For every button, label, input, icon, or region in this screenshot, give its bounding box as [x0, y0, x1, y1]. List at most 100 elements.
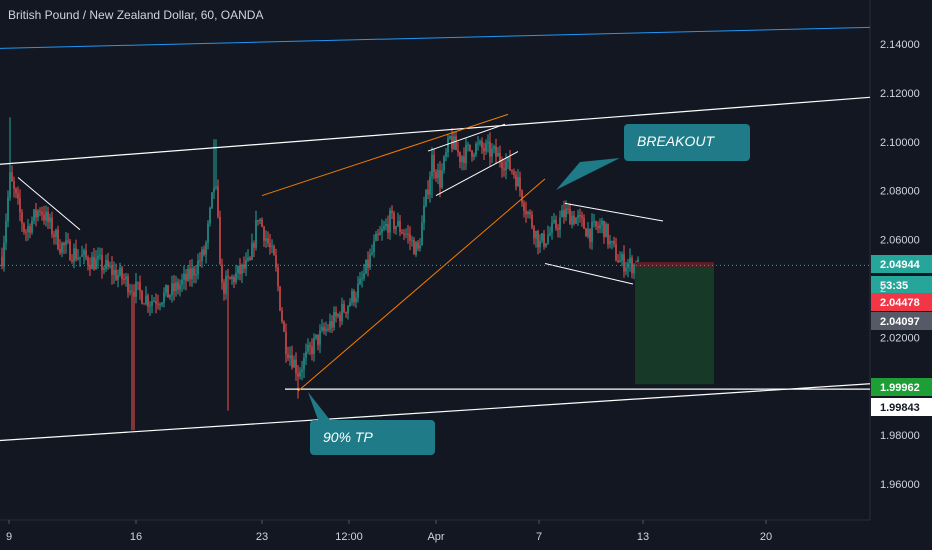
- candle-body: [297, 373, 299, 377]
- candle-body: [389, 210, 391, 233]
- candle-body: [261, 219, 263, 227]
- candle-body: [465, 144, 467, 164]
- candle-body: [87, 257, 89, 266]
- candle-body: [337, 314, 339, 317]
- candle-body: [347, 306, 349, 314]
- candle-body: [53, 234, 55, 237]
- candle-body: [351, 291, 353, 303]
- candle-body: [245, 260, 247, 269]
- candle-body: [127, 276, 129, 293]
- candle-body: [519, 177, 521, 191]
- candle-body: [169, 295, 171, 298]
- flag-upper-line: [564, 202, 664, 222]
- price-badge-bg: [871, 276, 932, 294]
- candle-body: [227, 275, 229, 278]
- y-tick-label: 2.06000: [880, 235, 920, 247]
- candle-body: [191, 268, 193, 280]
- candle-body: [315, 334, 317, 338]
- candle-body: [585, 228, 587, 237]
- candle-body: [419, 245, 421, 249]
- candle-body: [173, 283, 175, 292]
- candle-body: [379, 232, 381, 235]
- candle-body: [25, 231, 27, 233]
- candle-body: [179, 284, 181, 290]
- candle-body: [117, 275, 119, 280]
- candle-body: [355, 297, 357, 303]
- candle-body: [73, 248, 75, 262]
- candle-body: [307, 345, 309, 352]
- candle-body: [433, 154, 435, 172]
- candle-body: [119, 267, 121, 276]
- candle-body: [31, 220, 33, 233]
- price-badge-bg: [871, 378, 932, 396]
- take-profit-zone: [635, 266, 714, 385]
- candle-body: [393, 213, 395, 230]
- candle-body: [267, 238, 269, 244]
- candle-body: [375, 233, 377, 242]
- candle-body: [517, 177, 519, 187]
- candle-body: [489, 141, 491, 157]
- candle-body: [581, 215, 583, 218]
- candle-body: [281, 310, 283, 322]
- take-profit-callout: 90% TP: [308, 392, 435, 455]
- candle-body: [301, 369, 303, 372]
- candle-body: [71, 260, 73, 262]
- candle-body: [181, 279, 183, 285]
- candle-body: [471, 150, 473, 157]
- candle-body: [265, 238, 267, 241]
- candle-body: [429, 176, 431, 195]
- wedge-lower-line: [435, 151, 519, 196]
- candle-body: [139, 282, 141, 292]
- breakout-callout-tail: [556, 158, 620, 190]
- candle-body: [625, 267, 627, 272]
- candle-body: [467, 144, 469, 146]
- candle-body: [217, 186, 219, 217]
- candle-body: [553, 219, 555, 223]
- candle-body: [487, 141, 489, 144]
- candle-body: [425, 189, 427, 206]
- candle-body: [383, 226, 385, 230]
- candle-body: [101, 255, 103, 271]
- candle-body: [223, 282, 225, 294]
- candle-body: [9, 172, 11, 198]
- candle-body: [125, 276, 127, 280]
- candle-body: [163, 292, 165, 303]
- candle-body: [47, 211, 49, 223]
- candle-body: [263, 226, 265, 241]
- tp-label: 90% TP: [323, 429, 373, 445]
- x-tick-label: 12:00: [335, 531, 363, 543]
- candle-body: [365, 259, 367, 274]
- candle-body: [319, 330, 321, 345]
- candle-body: [515, 174, 517, 187]
- candle-body: [411, 239, 413, 241]
- candle-body: [359, 278, 361, 284]
- candle-body: [39, 210, 41, 213]
- candle-body: [77, 257, 79, 260]
- candle-body: [345, 312, 347, 314]
- candle-body: [441, 170, 443, 188]
- candle-body: [313, 337, 315, 354]
- price-badge-label: 1.99962: [880, 382, 920, 394]
- candle-body: [407, 233, 409, 235]
- candle-body: [547, 235, 549, 244]
- candle-body: [513, 171, 515, 175]
- candle-body: [463, 156, 465, 164]
- candle-body: [85, 250, 87, 258]
- candle-body: [615, 244, 617, 261]
- candle-body: [385, 223, 387, 227]
- candle-body: [473, 154, 475, 157]
- candle-body: [195, 274, 197, 276]
- candle-body: [37, 210, 39, 218]
- candle-body: [495, 146, 497, 157]
- x-tick-label: 23: [256, 531, 268, 543]
- candle-body: [209, 207, 211, 224]
- candle-body: [177, 282, 179, 290]
- candle-body: [609, 241, 611, 245]
- candle-body: [305, 351, 307, 358]
- candle-body: [309, 345, 311, 347]
- price-badge-partial: 2: [880, 283, 886, 295]
- candle-body: [335, 311, 337, 317]
- candle-body: [89, 265, 91, 270]
